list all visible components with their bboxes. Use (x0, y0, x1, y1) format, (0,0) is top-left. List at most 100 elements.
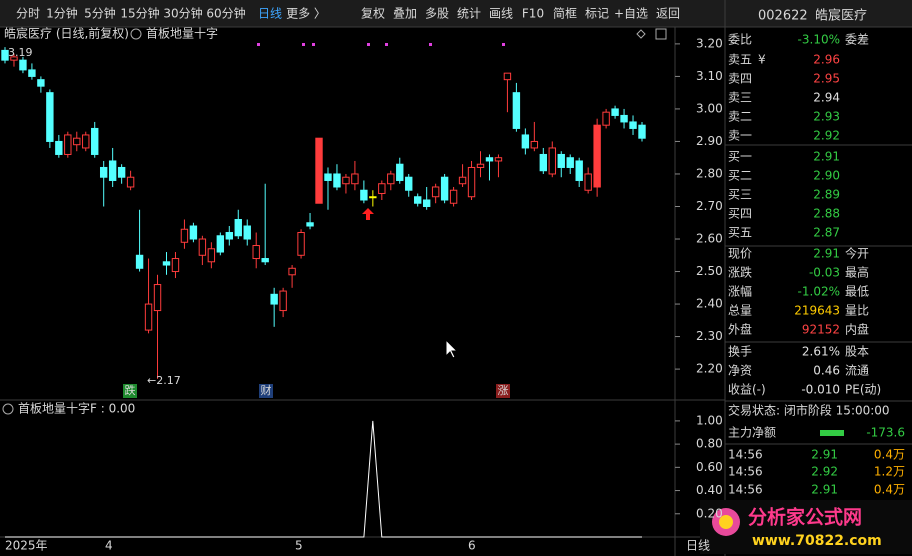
signal-dot (367, 43, 370, 46)
trade-time: 14:56 (728, 483, 763, 497)
period-tab[interactable]: 30分钟 (163, 6, 202, 21)
period-tab[interactable]: 分时 (16, 7, 40, 21)
stat-label: 涨跌 (728, 265, 752, 280)
candle-body (593, 124, 601, 188)
candle-body (64, 134, 72, 155)
tool-button[interactable]: 复权 (361, 7, 385, 21)
candle-body (162, 261, 171, 266)
y-tick-label: 2.70 (696, 199, 723, 213)
period-tab[interactable]: 60分钟 (206, 6, 245, 21)
order-book-label: 买二 (728, 169, 752, 183)
candle-body (449, 189, 458, 204)
tool-button[interactable]: 多股 (425, 7, 449, 21)
stat-value: -1.02% (798, 285, 840, 299)
signal-dot (302, 43, 305, 46)
candle-body (73, 137, 81, 146)
order-book-value: 2.96 (813, 53, 840, 67)
candle-body (548, 147, 556, 175)
period-tab[interactable]: 15分钟 (120, 6, 159, 21)
stat-label: 现价 (728, 247, 752, 261)
period-tab[interactable]: 1分钟 (46, 6, 78, 21)
candle-body (458, 176, 467, 185)
candle-body (611, 108, 619, 116)
window-button[interactable] (655, 28, 667, 40)
candle-body (467, 166, 476, 198)
event-badge[interactable] (496, 384, 510, 398)
candle-body (387, 173, 395, 185)
stat-value: 92152 (802, 323, 840, 337)
stat-tag: 量比 (845, 304, 869, 318)
indicator-icon[interactable] (2, 403, 14, 415)
event-badge[interactable] (259, 384, 273, 398)
stat-label: 外盘 (728, 322, 752, 337)
tool-button[interactable]: F10 (522, 7, 544, 21)
y-tick-label: 3.00 (696, 101, 723, 115)
tool-button[interactable]: 叠加 (393, 7, 417, 21)
stat-value: -0.03 (809, 266, 840, 280)
candle-body (405, 176, 413, 191)
tool-button[interactable]: 画线 (489, 7, 513, 21)
candle-body (225, 232, 233, 240)
candle-body (99, 166, 108, 178)
period-tab[interactable]: 5分钟 (84, 6, 116, 21)
event-label: 涨 (498, 384, 509, 397)
candle-body (521, 134, 530, 149)
period-tab[interactable]: 日线 (258, 7, 282, 21)
candle-body (440, 176, 449, 201)
candle-body (584, 173, 592, 191)
window-button[interactable] (636, 29, 646, 39)
signal-dot (312, 43, 315, 46)
order-book-label: 买五 (728, 226, 752, 240)
tool-button[interactable]: 标记 (585, 7, 609, 21)
stat-tag: 最低 (845, 285, 869, 299)
tool-button[interactable]: 返回 (656, 7, 680, 21)
candle-body (288, 267, 296, 276)
order-book-value: 2.90 (813, 169, 840, 183)
order-book-label: 买三 (728, 188, 752, 202)
candle-body (638, 124, 646, 139)
order-book-label: 卖三 (728, 91, 752, 105)
event-badge[interactable] (123, 384, 137, 398)
order-book-value: 2.94 (813, 91, 840, 105)
indicator-icon[interactable] (130, 28, 142, 40)
candle-body (19, 59, 27, 71)
candle-body (252, 245, 260, 260)
period-tab[interactable]: 更多 〉 (286, 7, 326, 21)
candle-body (422, 199, 431, 207)
candle-body (539, 153, 548, 172)
candle-body (378, 183, 386, 194)
fundamental-tag: 股本 (845, 345, 869, 359)
y-tick-label: 2.60 (696, 232, 723, 246)
order-book-label: 卖四 (728, 72, 752, 86)
candle-body (414, 196, 422, 204)
tool-button[interactable]: +自选 (614, 7, 648, 21)
candle-body (126, 176, 135, 188)
signal-dot (502, 43, 505, 46)
candle-body (189, 225, 198, 240)
candle-body (306, 222, 314, 227)
high-label: 3.19 (8, 46, 33, 59)
fundamental-label: 收益(-) (728, 383, 766, 397)
tool-button[interactable]: 简框 (553, 7, 577, 21)
x-tick-label: 6 (468, 539, 476, 553)
trade-volume: 0.4万 (874, 483, 905, 497)
trade-volume: 0.4万 (874, 448, 905, 462)
period-label: 日线 (686, 539, 710, 553)
signal-dot (429, 43, 432, 46)
main-net-label: 主力净额 (728, 426, 776, 440)
watermark-url: www.70822.com (752, 533, 882, 549)
tool-button[interactable]: 统计 (457, 7, 481, 21)
low-label: ←2.17 (147, 374, 181, 387)
x-tick-label: 5 (295, 539, 303, 553)
mouse-cursor (445, 338, 459, 359)
candle-body (476, 163, 485, 168)
y-tick-label: 2.30 (696, 329, 723, 343)
y-tick-label: 0.60 (696, 460, 723, 474)
candle-body (503, 72, 512, 81)
candle-body (342, 176, 350, 185)
signal-dot (257, 43, 260, 46)
candle-body (360, 189, 368, 201)
y-tick-label: 2.40 (696, 297, 723, 311)
fundamental-label: 换手 (728, 345, 752, 359)
order-book-value: 2.91 (813, 150, 840, 164)
